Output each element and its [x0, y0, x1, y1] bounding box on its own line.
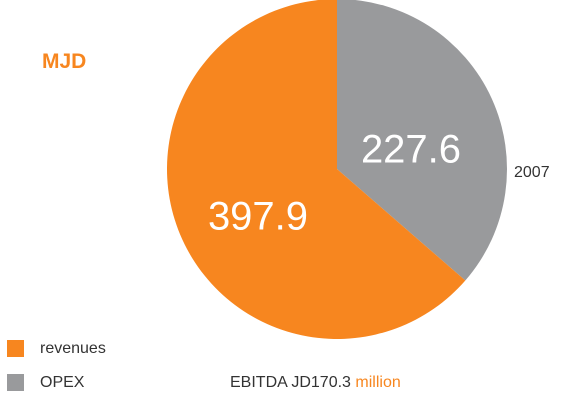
slice-value-label-opex: 227.6	[361, 128, 461, 172]
legend-label-opex: OPEX	[40, 374, 85, 391]
pie-slice-opex	[337, 0, 507, 281]
ebitda-note: EBITDA JD170.3 million	[230, 373, 401, 393]
pie-slice-revenues	[167, 0, 466, 339]
ebitda-unit: million	[355, 374, 401, 391]
unit-label: MJD	[42, 50, 87, 73]
year-label: 2007	[514, 164, 550, 181]
ebitda-text: EBITDA JD170.3	[230, 374, 351, 391]
legend-label-revenues: revenues	[40, 340, 106, 357]
legend-swatch-opex	[7, 374, 24, 391]
legend-swatch-revenues	[7, 340, 24, 357]
slice-value-label-revenues: 397.9	[208, 195, 308, 239]
